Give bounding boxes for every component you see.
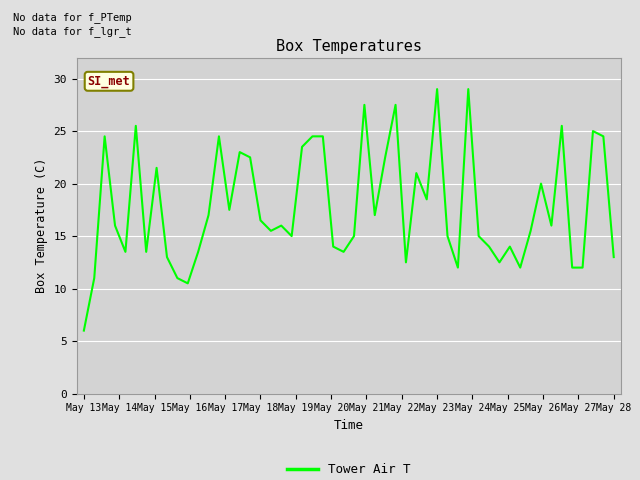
- Text: No data for f_lgr_t: No data for f_lgr_t: [13, 26, 132, 37]
- Title: Box Temperatures: Box Temperatures: [276, 39, 422, 54]
- X-axis label: Time: Time: [334, 419, 364, 432]
- Text: No data for f_PTemp: No data for f_PTemp: [13, 12, 132, 23]
- Legend: Tower Air T: Tower Air T: [282, 458, 415, 480]
- Text: SI_met: SI_met: [88, 75, 131, 88]
- Y-axis label: Box Temperature (C): Box Temperature (C): [35, 158, 48, 293]
